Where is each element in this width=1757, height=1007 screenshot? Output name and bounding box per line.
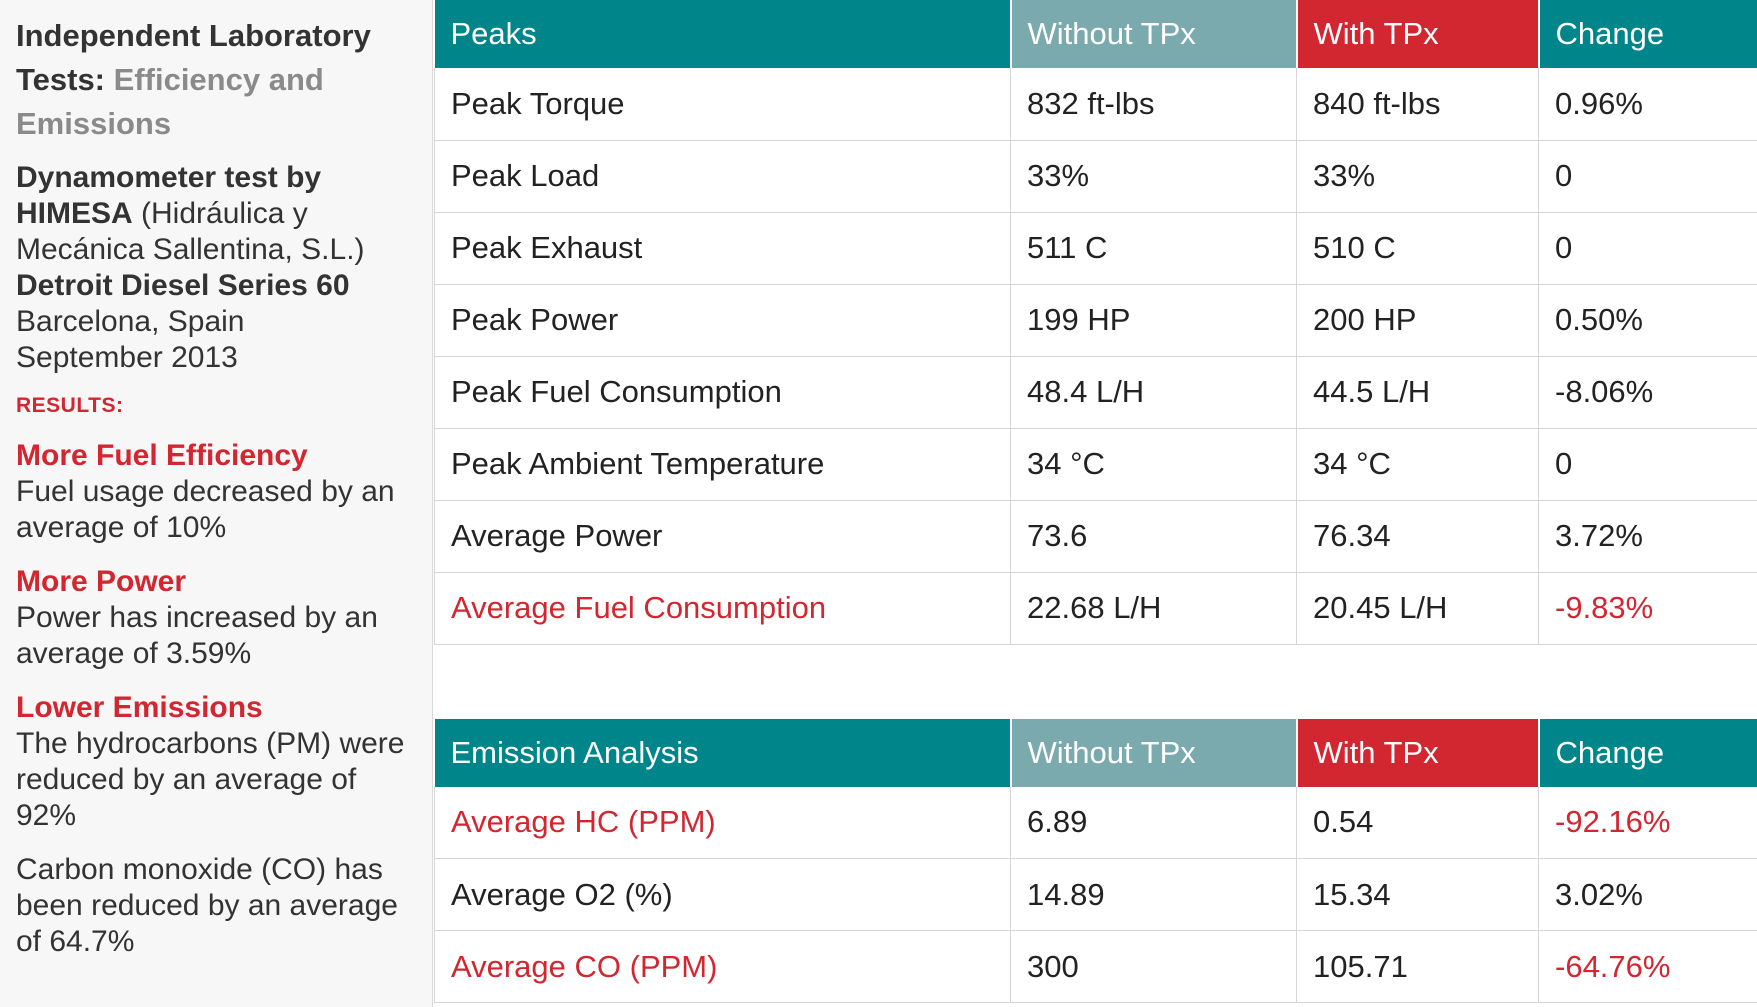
header-with-tpx: With TPx <box>1296 0 1540 68</box>
header-emission-analysis: Emission Analysis <box>434 718 1012 787</box>
value-change: 0.96% <box>1538 68 1757 141</box>
row-label: Average CO (PPM) <box>434 930 1011 1003</box>
test-info: Dynamometer test by HIMESA (Hidráulica y… <box>16 160 416 376</box>
table-spacer <box>434 644 1757 719</box>
row-label: Average Power <box>434 500 1011 573</box>
table-row: Average O2 (%) 14.89 15.34 3.02% <box>434 858 1757 931</box>
value-with: 33% <box>1296 140 1539 213</box>
title-bold: Independent Laboratory Tests: <box>16 18 371 97</box>
value-without: 832 ft-lbs <box>1010 68 1297 141</box>
table-row: Peak Exhaust 511 C 510 C 0 <box>434 212 1757 285</box>
value-with: 15.34 <box>1296 858 1539 931</box>
sidebar: Independent Laboratory Tests: Efficiency… <box>0 0 433 1007</box>
value-with: 200 HP <box>1296 284 1539 357</box>
value-with: 105.71 <box>1296 930 1539 1003</box>
row-label: Peak Power <box>434 284 1011 357</box>
peaks-table: Peaks Without TPx With TPx Change Peak T… <box>434 0 1757 645</box>
result-item: More Fuel Efficiency Fuel usage decrease… <box>16 438 416 546</box>
row-label: Peak Load <box>434 140 1011 213</box>
table-row: Average Power 73.6 76.34 3.72% <box>434 500 1757 573</box>
row-label: Average O2 (%) <box>434 858 1011 931</box>
result-item: Lower Emissions The hydrocarbons (PM) we… <box>16 690 416 834</box>
value-without: 511 C <box>1010 212 1297 285</box>
value-change: 0.50% <box>1538 284 1757 357</box>
co-result-text: Carbon monoxide (CO) has been reduced by… <box>16 853 398 958</box>
value-with: 0.54 <box>1296 786 1539 859</box>
value-with: 840 ft-lbs <box>1296 68 1539 141</box>
value-with: 76.34 <box>1296 500 1539 573</box>
result-item: More Power Power has increased by an ave… <box>16 564 416 672</box>
row-label: Peak Fuel Consumption <box>434 356 1011 429</box>
test-date: September 2013 <box>16 341 238 374</box>
header-without-tpx: Without TPx <box>1010 0 1298 68</box>
header-change: Change <box>1538 0 1757 68</box>
result-heading: More Fuel Efficiency <box>16 439 308 472</box>
value-change: -92.16% <box>1538 786 1757 859</box>
test-lab: (Hidráulica y Mecánica Sallentina, S.L.) <box>16 197 365 266</box>
test-by: Dynamometer test by HIMESA <box>16 161 322 230</box>
header-with-tpx: With TPx <box>1296 718 1540 787</box>
result-text: Fuel usage decreased by an average of 10… <box>16 475 395 544</box>
header-change: Change <box>1538 718 1757 787</box>
result-text: The hydrocarbons (PM) were reduced by an… <box>16 727 405 832</box>
value-change: -9.83% <box>1538 572 1757 645</box>
value-with: 34 °C <box>1296 428 1539 501</box>
value-change: 0 <box>1538 140 1757 213</box>
table-row: Peak Ambient Temperature 34 °C 34 °C 0 <box>434 428 1757 501</box>
row-label: Average HC (PPM) <box>434 786 1011 859</box>
row-label: Peak Torque <box>434 68 1011 141</box>
sidebar-title: Independent Laboratory Tests: Efficiency… <box>16 14 416 146</box>
table-row-highlight: Average Fuel Consumption 22.68 L/H 20.45… <box>434 572 1757 645</box>
value-without: 6.89 <box>1010 786 1297 859</box>
value-without: 22.68 L/H <box>1010 572 1297 645</box>
table-row-highlight: Average CO (PPM) 300 105.71 -64.76% <box>434 930 1757 1003</box>
result-heading: Lower Emissions <box>16 691 263 724</box>
value-change: -8.06% <box>1538 356 1757 429</box>
value-without: 33% <box>1010 140 1297 213</box>
value-without: 73.6 <box>1010 500 1297 573</box>
row-label: Peak Exhaust <box>434 212 1011 285</box>
test-engine: Detroit Diesel Series 60 <box>16 269 350 302</box>
value-change: -64.76% <box>1538 930 1757 1003</box>
tables-area: Peaks Without TPx With TPx Change Peak T… <box>434 0 1757 1003</box>
value-without: 199 HP <box>1010 284 1297 357</box>
result-text: Power has increased by an average of 3.5… <box>16 601 378 670</box>
results-label: RESULTS: <box>16 394 124 417</box>
header-peaks: Peaks <box>434 0 1012 68</box>
table-row: Peak Load 33% 33% 0 <box>434 140 1757 213</box>
row-label: Peak Ambient Temperature <box>434 428 1011 501</box>
value-with: 510 C <box>1296 212 1539 285</box>
value-change: 0 <box>1538 428 1757 501</box>
value-change: 0 <box>1538 212 1757 285</box>
emission-table: Emission Analysis Without TPx With TPx C… <box>434 718 1757 1003</box>
test-location: Barcelona, Spain <box>16 305 245 338</box>
value-with: 20.45 L/H <box>1296 572 1539 645</box>
value-with: 44.5 L/H <box>1296 356 1539 429</box>
result-heading: More Power <box>16 565 187 598</box>
value-change: 3.72% <box>1538 500 1757 573</box>
value-without: 34 °C <box>1010 428 1297 501</box>
value-without: 300 <box>1010 930 1297 1003</box>
row-label: Average Fuel Consumption <box>434 572 1011 645</box>
value-change: 3.02% <box>1538 858 1757 931</box>
table-row: Peak Power 199 HP 200 HP 0.50% <box>434 284 1757 357</box>
value-without: 14.89 <box>1010 858 1297 931</box>
table-row-highlight: Average HC (PPM) 6.89 0.54 -92.16% <box>434 786 1757 859</box>
value-without: 48.4 L/H <box>1010 356 1297 429</box>
title-muted: Efficiency and Emissions <box>16 62 324 141</box>
table-row: Peak Torque 832 ft-lbs 840 ft-lbs 0.96% <box>434 68 1757 141</box>
table-header-row: Peaks Without TPx With TPx Change <box>434 0 1757 68</box>
header-without-tpx: Without TPx <box>1010 718 1298 787</box>
table-header-row: Emission Analysis Without TPx With TPx C… <box>434 718 1757 787</box>
table-row: Peak Fuel Consumption 48.4 L/H 44.5 L/H … <box>434 356 1757 429</box>
